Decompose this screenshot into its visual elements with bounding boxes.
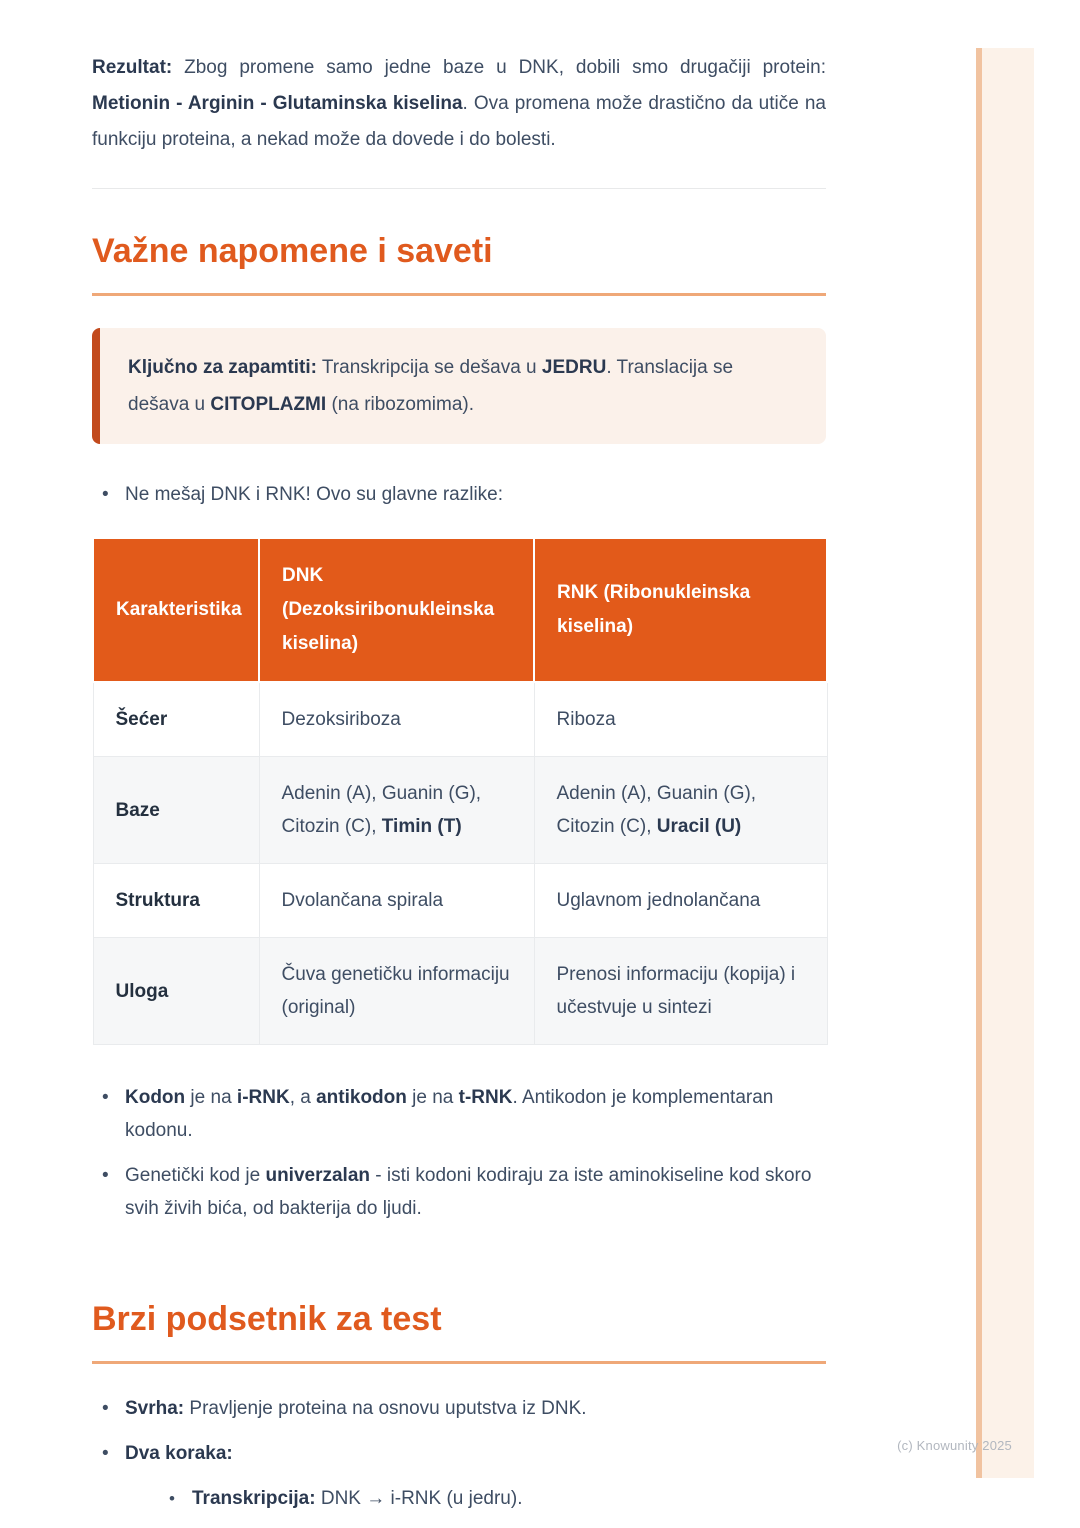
table-row: Struktura Dvolančana spirala Uglavnom je…: [92, 863, 828, 938]
differences-intro-list: Ne mešaj DNK i RNK! Ovo su glavne razlik…: [92, 478, 826, 511]
key-note-text: Ključno za zapamtiti: Transkripcija se d…: [128, 357, 734, 415]
table-header-rnk: RNK (Ribonukleinska kiselina): [533, 537, 828, 683]
table-header-karakteristika: Karakteristika: [92, 537, 260, 683]
steps-sublist: Transkripcija: DNK → i-RNK (u jedru).: [159, 1482, 826, 1515]
section-title-napomene: Važne napomene i saveti: [92, 229, 826, 296]
reminder-list: Svrha: Pravljenje proteina na osnovu upu…: [92, 1392, 826, 1515]
document-content: Rezultat: Zbog promene samo jedne baze u…: [92, 0, 828, 1515]
dnk-cell: Adenin (A), Guanin (G), Citozin (C), Tim…: [258, 756, 535, 864]
table-row: Šećer Dezoksiriboza Riboza: [92, 681, 828, 757]
dnk-rnk-comparison-table: Karakteristika DNK (Dezoksiribonukleinska…: [92, 537, 828, 1045]
row-label: Baze: [92, 756, 260, 864]
list-item-text: Dva koraka:: [125, 1443, 233, 1464]
right-accent-panel: [982, 48, 1034, 1478]
table-row: Uloga Čuva genetičku informaciju (origin…: [92, 937, 828, 1045]
row-label: Uloga: [92, 937, 260, 1045]
table-header-line: (Dezoksiribonukleinska kiselina): [282, 599, 495, 654]
list-item: Dva koraka: Transkripcija: DNK → i-RNK (…: [92, 1437, 826, 1515]
notes-list: Kodon je na i-RNK, a antikodon je na t-R…: [92, 1081, 826, 1225]
row-label: Šećer: [92, 681, 260, 757]
rnk-cell: Adenin (A), Guanin (G), Citozin (C), Ura…: [533, 756, 828, 864]
dnk-cell: Dezoksiriboza: [258, 681, 535, 757]
result-paragraph: Rezultat: Zbog promene samo jedne baze u…: [92, 57, 826, 150]
key-note-callout: Ključno za zapamtiti: Transkripcija se d…: [92, 328, 826, 444]
list-item: Genetički kod je univerzalan - isti kodo…: [92, 1159, 826, 1225]
table-header-line: DNK: [282, 565, 324, 586]
list-item: Kodon je na i-RNK, a antikodon je na t-R…: [92, 1081, 826, 1147]
list-item: Svrha: Pravljenje proteina na osnovu upu…: [92, 1392, 826, 1425]
dnk-cell: Dvolančana spirala: [258, 863, 535, 938]
table-header-row: Karakteristika DNK (Dezoksiribonukleinska…: [92, 537, 828, 683]
row-label: Struktura: [92, 863, 260, 938]
sub-list-item: Transkripcija: DNK → i-RNK (u jedru).: [159, 1482, 826, 1515]
copyright-watermark: (c) Knowunity 2025: [897, 1438, 1012, 1453]
section-divider: [92, 188, 826, 189]
rnk-cell: Riboza: [533, 681, 828, 757]
rnk-cell: Uglavnom jednolančana: [533, 863, 828, 938]
table-row: Baze Adenin (A), Guanin (G), Citozin (C)…: [92, 756, 828, 864]
dnk-cell: Čuva genetičku informaciju (original): [258, 937, 535, 1045]
rnk-cell: Prenosi informaciju (kopija) i učestvuje…: [533, 937, 828, 1045]
list-item: Ne mešaj DNK i RNK! Ovo su glavne razlik…: [92, 478, 826, 511]
section-title-podsetnik: Brzi podsetnik za test: [92, 1297, 826, 1364]
table-header-dnk: DNK (Dezoksiribonukleinska kiselina): [258, 537, 535, 683]
right-accent-line: [976, 48, 982, 1478]
